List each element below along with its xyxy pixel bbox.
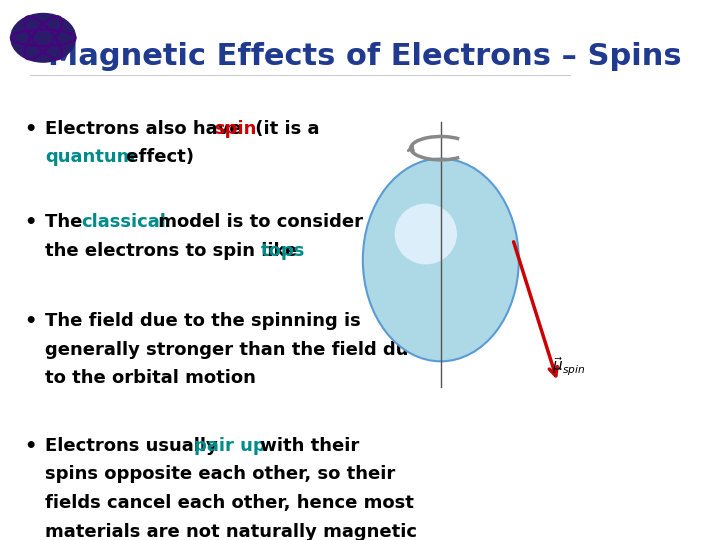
Text: quantum: quantum (45, 148, 135, 166)
Text: Electrons usually: Electrons usually (45, 437, 224, 455)
Text: fields cancel each other, hence most: fields cancel each other, hence most (45, 494, 414, 512)
Text: with their: with their (254, 437, 359, 455)
Text: spin: spin (214, 119, 256, 138)
Text: Magnetic Effects of Electrons – Spins: Magnetic Effects of Electrons – Spins (48, 42, 682, 71)
Text: $\vec{\mu}_{spin}$: $\vec{\mu}_{spin}$ (552, 355, 585, 378)
Text: pair up: pair up (194, 437, 266, 455)
Text: materials are not naturally magnetic: materials are not naturally magnetic (45, 523, 417, 540)
Ellipse shape (363, 159, 519, 361)
Text: model is to consider: model is to consider (152, 213, 363, 231)
Text: •: • (24, 312, 37, 331)
Text: classical: classical (81, 213, 166, 231)
Text: The field due to the spinning is: The field due to the spinning is (45, 312, 361, 330)
Text: The: The (45, 213, 89, 231)
Text: generally stronger than the field due: generally stronger than the field due (45, 341, 420, 359)
Text: (it is a: (it is a (249, 119, 320, 138)
Text: the electrons to spin like: the electrons to spin like (45, 242, 304, 260)
Text: tops: tops (261, 242, 305, 260)
Ellipse shape (395, 204, 457, 265)
Text: Electrons also have: Electrons also have (45, 119, 248, 138)
Text: to the orbital motion: to the orbital motion (45, 369, 256, 387)
Text: effect): effect) (120, 148, 194, 166)
Circle shape (11, 14, 76, 62)
Text: •: • (24, 437, 37, 456)
Text: •: • (24, 213, 37, 232)
Text: •: • (24, 119, 37, 139)
Text: spins opposite each other, so their: spins opposite each other, so their (45, 465, 395, 483)
